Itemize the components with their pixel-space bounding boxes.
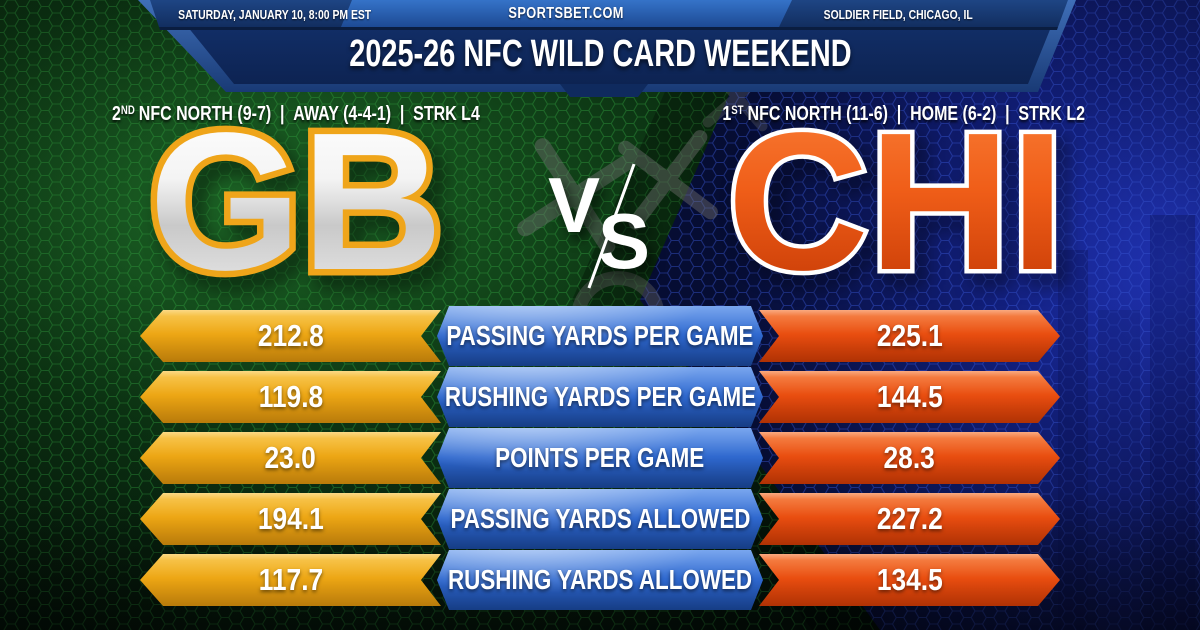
separator: | (280, 103, 284, 125)
away-stat-bar: 212.8 (140, 310, 441, 362)
skyline-silhouette (1058, 215, 1195, 630)
home-seed-ordinal: ST (732, 103, 744, 117)
stat-label: RUSHING YARDS PER GAME (444, 381, 756, 412)
away-seed-ordinal: ND (121, 103, 135, 117)
stat-row: 194.1 PASSING YARDS ALLOWED 227.2 (0, 489, 1200, 550)
stat-row: 23.0 POINTS PER GAME 28.3 (0, 428, 1200, 489)
away-venue-record: AWAY (4-4-1) (293, 103, 391, 125)
home-team-abbr: CHI CHI (676, 99, 1116, 304)
home-stat-value: 28.3 (883, 440, 936, 475)
away-stat-bar: 194.1 (140, 493, 441, 545)
stat-label-bar: RUSHING YARDS PER GAME (437, 367, 763, 427)
stat-row: 117.7 RUSHING YARDS ALLOWED 134.5 (0, 550, 1200, 611)
away-stat-value: 23.0 (264, 440, 317, 475)
away-team-info: 2ND NFC NORTH (9-7) | AWAY (4-4-1) | STRK L4 (40, 103, 552, 126)
away-division-standing: NFC NORTH (9-7) (139, 103, 271, 125)
home-team-info: 1ST NFC NORTH (11-6) | HOME (6-2) | STRK L2 (648, 103, 1160, 126)
stat-row: 119.8 RUSHING YARDS PER GAME 144.5 (0, 367, 1200, 428)
stat-label: PASSING YARDS PER GAME (446, 320, 754, 351)
home-venue-record: HOME (6-2) (910, 103, 996, 125)
home-stat-value: 225.1 (876, 318, 943, 353)
stat-label-bar: POINTS PER GAME (437, 428, 763, 488)
home-stat-value: 134.5 (876, 562, 943, 597)
away-stat-bar: 119.8 (140, 371, 441, 423)
site-brand: SPORTSBET.COM (508, 5, 624, 22)
home-stat-value: 144.5 (876, 379, 943, 414)
home-streak: STRK L2 (1019, 103, 1086, 125)
stat-label-bar: RUSHING YARDS ALLOWED (437, 550, 763, 610)
background-diagonal-shadow (572, 0, 880, 630)
separator: | (897, 103, 901, 125)
home-stat-value: 227.2 (876, 501, 943, 536)
stat-label: PASSING YARDS ALLOWED (450, 503, 750, 534)
home-seed: 1 (723, 103, 732, 125)
stat-label: RUSHING YARDS ALLOWED (447, 564, 753, 595)
game-venue: SOLDIER FIELD, CHICAGO, IL (823, 7, 973, 22)
top-strip-center (341, 0, 792, 27)
separator: | (400, 103, 404, 125)
away-stat-value: 212.8 (257, 318, 324, 353)
away-stat-value: 194.1 (257, 501, 324, 536)
away-stat-value: 117.7 (258, 562, 323, 597)
stat-label: POINTS PER GAME (495, 442, 705, 473)
separator: | (1005, 103, 1009, 125)
home-stat-bar: 28.3 (759, 432, 1060, 484)
stats-comparison: 212.8 PASSING YARDS PER GAME 225.1 119.8… (0, 306, 1200, 616)
away-streak: STRK L4 (413, 103, 480, 125)
banner-center-tab (560, 84, 648, 97)
event-title: 2025-26 NFC WILD CARD WEEKEND (348, 33, 852, 75)
away-team-abbr: GB GB (76, 97, 516, 306)
header-banner (138, 0, 1076, 97)
away-stat-bar: 23.0 (140, 432, 441, 484)
game-datetime: SATURDAY, JANUARY 10, 8:00 PM EST (178, 7, 372, 22)
home-stat-bar: 227.2 (759, 493, 1060, 545)
home-stat-bar: 144.5 (759, 371, 1060, 423)
home-stat-bar: 225.1 (759, 310, 1060, 362)
stat-row: 212.8 PASSING YARDS PER GAME 225.1 (0, 306, 1200, 367)
home-stat-bar: 134.5 (759, 554, 1060, 606)
away-stat-value: 119.8 (258, 379, 323, 414)
away-seed: 2 (112, 103, 121, 125)
away-stat-bar: 117.7 (140, 554, 441, 606)
vs-mark: V S (540, 163, 670, 296)
home-division-standing: NFC NORTH (11-6) (748, 103, 888, 125)
stat-label-bar: PASSING YARDS ALLOWED (437, 489, 763, 549)
stat-label-bar: PASSING YARDS PER GAME (437, 306, 763, 366)
top-strip-border (159, 27, 1058, 30)
